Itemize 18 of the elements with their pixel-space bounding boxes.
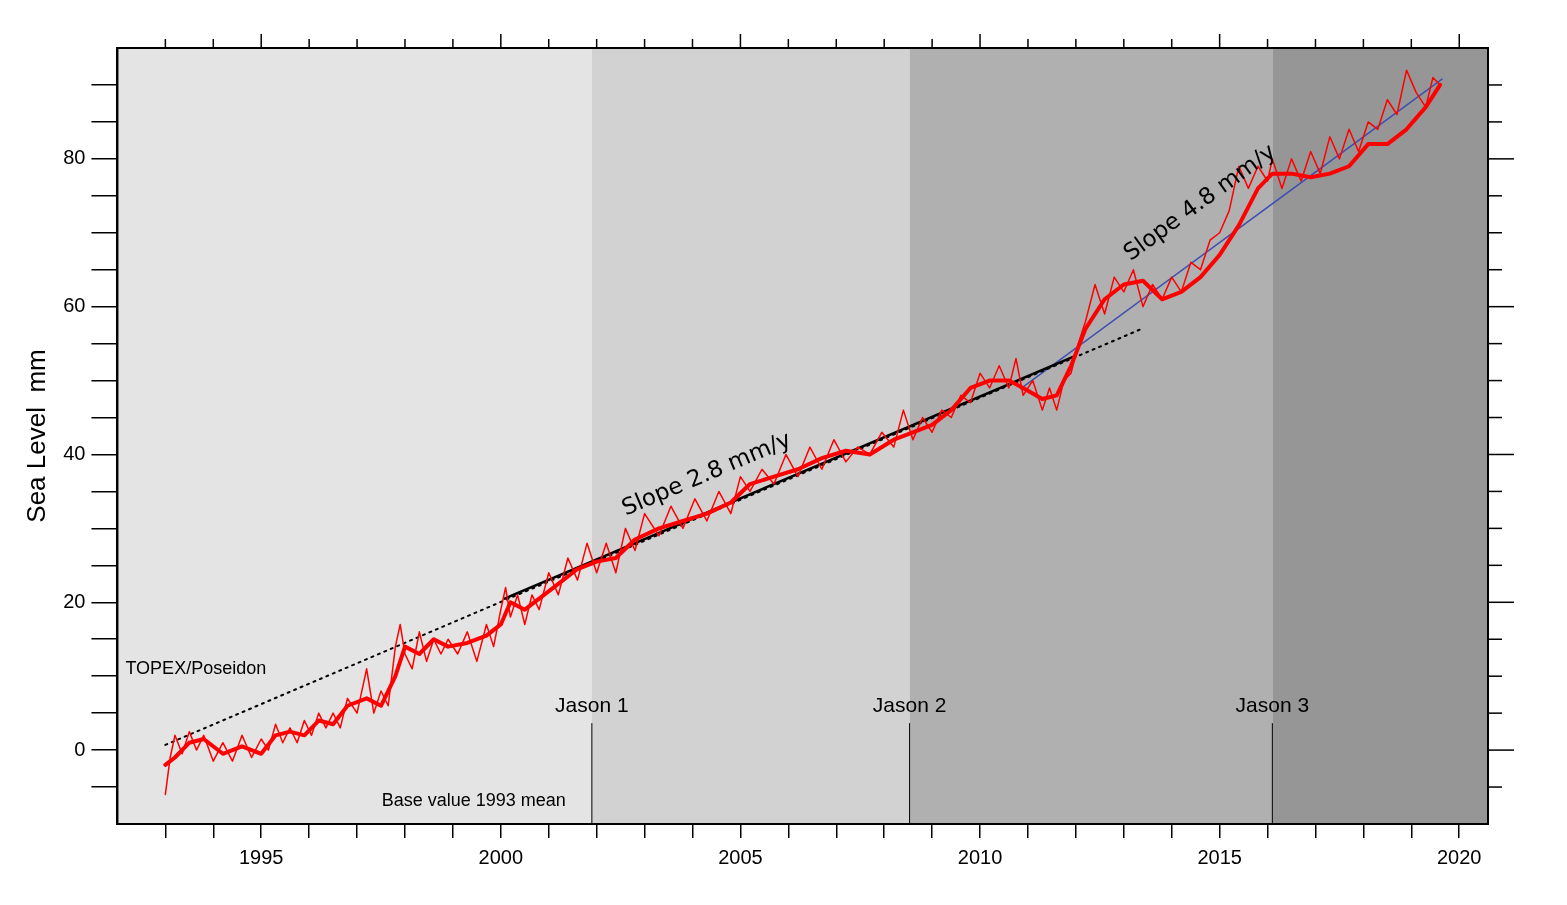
band-label: Jason 1: [555, 693, 629, 717]
x-tick-label: 2010: [957, 845, 1003, 868]
y-axis-title: Sea Level mm: [20, 349, 51, 523]
band-label: TOPEX/Poseidon: [125, 657, 267, 678]
y-tick-label: 60: [63, 294, 86, 317]
y-tick-label: 40: [63, 441, 86, 464]
y-tick-label: 20: [63, 589, 86, 612]
x-tick-label: 2020: [1437, 845, 1482, 868]
band-label: Jason 2: [872, 693, 947, 717]
band-label: Jason 3: [1235, 693, 1310, 717]
y-tick-label: 80: [63, 146, 86, 169]
x-tick-label: 2005: [718, 845, 763, 868]
annotation: Slope 2.8 mm/y: [617, 425, 795, 521]
annotation: Base value 1993 mean: [381, 789, 566, 810]
x-tick-label: 2000: [478, 845, 524, 868]
x-tick-label: 2015: [1197, 845, 1242, 868]
x-tick-label: 1995: [238, 845, 284, 868]
y-tick-label: 0: [74, 737, 86, 760]
